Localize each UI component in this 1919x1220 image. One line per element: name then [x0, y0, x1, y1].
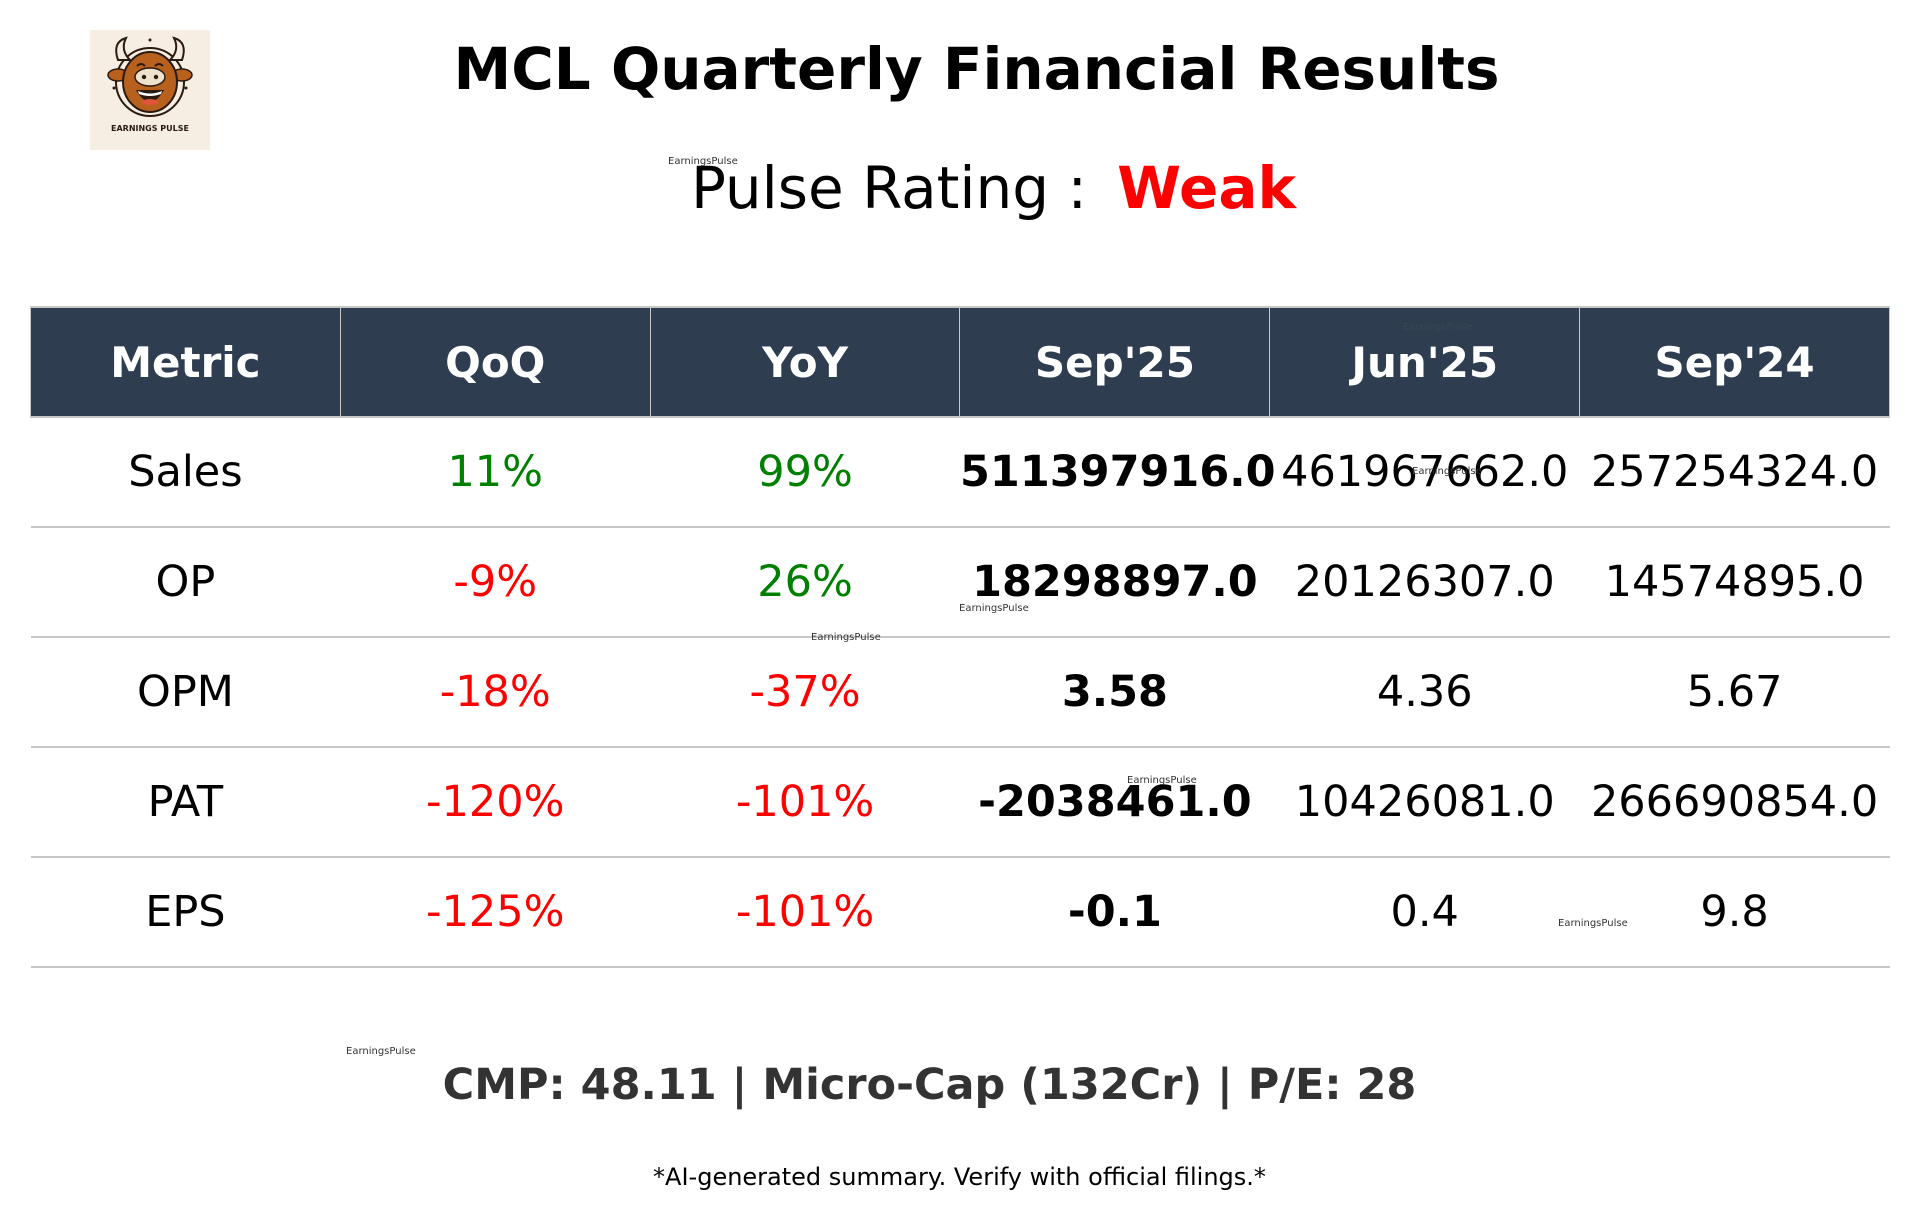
watermark: EarningsPulse: [1412, 466, 1482, 477]
column-header-yoy: YoY: [649, 306, 961, 418]
bull-icon: EARNINGS PULSE: [107, 36, 193, 133]
previous-quarter-value: 461967662.0: [1269, 417, 1580, 528]
qoq-change: 11%: [340, 417, 651, 528]
rating-label: Pulse Rating :: [690, 154, 1088, 222]
previous-quarter-value: 10426081.0: [1269, 747, 1580, 858]
yoy-change: -37%: [650, 637, 960, 748]
table-header-row: Metric QoQ YoY Sep'25 Jun'25 Sep'24: [30, 306, 1890, 418]
yoy-change: -101%: [650, 857, 960, 968]
pulse-rating: Pulse Rating : Weak: [34, 152, 1919, 224]
table-row-opm: OPM -18% -37% 3.58 4.36 5.67: [30, 637, 1890, 748]
table-row-pat: PAT -120% -101% -2038461.0 10426081.0 26…: [30, 747, 1890, 858]
watermark: EarningsPulse: [811, 632, 881, 643]
watermark: EarningsPulse: [1127, 775, 1197, 786]
watermark: EarningsPulse: [668, 156, 738, 167]
rating-value: Weak: [1117, 154, 1297, 222]
metric-name: PAT: [30, 747, 341, 858]
year-ago-value: 9.8: [1579, 857, 1890, 968]
current-quarter-value: 18298897.0: [959, 527, 1270, 638]
qoq-change: -125%: [340, 857, 651, 968]
current-quarter-value: -0.1: [959, 857, 1270, 968]
earnings-pulse-logo: EARNINGS PULSE: [90, 30, 210, 150]
watermark: EarningsPulse: [1558, 918, 1628, 929]
year-ago-value: 257254324.0: [1579, 417, 1890, 528]
table-row-op: OP -9% 26% 18298897.0 20126307.0 1457489…: [30, 527, 1890, 638]
qoq-change: -120%: [340, 747, 651, 858]
column-header-sep24: Sep'24: [1579, 306, 1890, 418]
current-quarter-value: -2038461.0: [959, 747, 1270, 858]
current-quarter-value: 511397916.0: [959, 417, 1276, 528]
yoy-change: 99%: [650, 417, 960, 528]
svg-text:EARNINGS PULSE: EARNINGS PULSE: [111, 124, 189, 133]
watermark: EarningsPulse: [1403, 322, 1473, 333]
financial-results-table: Metric QoQ YoY Sep'25 Jun'25 Sep'24 Sale…: [30, 306, 1890, 968]
qoq-change: -18%: [340, 637, 651, 748]
disclaimer: *AI-generated summary. Verify with offic…: [653, 1163, 1266, 1191]
year-ago-value: 14574895.0: [1579, 527, 1890, 638]
table-row-eps: EPS -125% -101% -0.1 0.4 9.8: [30, 857, 1890, 968]
current-quarter-value: 3.58: [959, 637, 1270, 748]
metric-name: EPS: [30, 857, 341, 968]
qoq-change: -9%: [340, 527, 651, 638]
previous-quarter-value: 0.4: [1269, 857, 1580, 968]
previous-quarter-value: 4.36: [1269, 637, 1580, 748]
yoy-change: -101%: [650, 747, 960, 858]
page-title: MCL Quarterly Financial Results: [453, 35, 1500, 103]
previous-quarter-value: 20126307.0: [1269, 527, 1580, 638]
watermark: EarningsPulse: [959, 603, 1029, 614]
metric-name: OPM: [30, 637, 341, 748]
watermark: EarningsPulse: [346, 1046, 416, 1057]
yoy-change: 26%: [650, 527, 960, 638]
metric-name: Sales: [30, 417, 341, 528]
year-ago-value: 266690854.0: [1579, 747, 1890, 858]
table-row-sales: Sales 11% 99% 511397916.0 461967662.0 25…: [30, 417, 1890, 528]
column-header-metric: Metric: [30, 306, 341, 418]
column-header-sep25: Sep'25: [959, 306, 1271, 418]
year-ago-value: 5.67: [1579, 637, 1890, 748]
metric-name: OP: [30, 527, 341, 638]
market-info: CMP: 48.11 | Micro-Cap (132Cr) | P/E: 28: [442, 1060, 1417, 1110]
column-header-qoq: QoQ: [339, 306, 651, 418]
